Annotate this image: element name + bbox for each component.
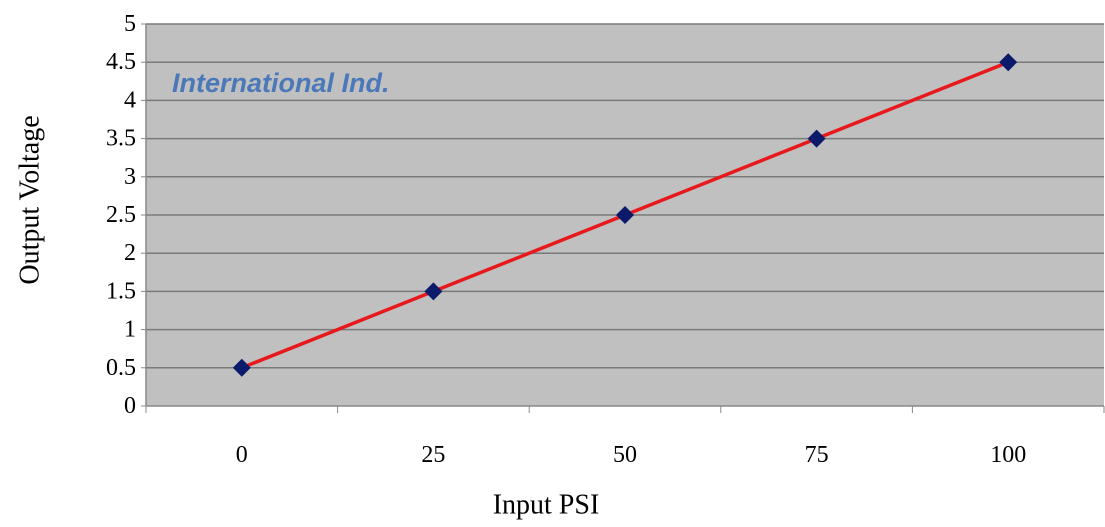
data-point-marker — [616, 206, 634, 224]
data-point-marker — [232, 358, 251, 377]
y-tick-label: 2.5 — [106, 202, 136, 228]
y-tick-label: 0.5 — [106, 355, 136, 381]
x-axis-title: Input PSI — [493, 490, 600, 521]
x-tick-label: 0 — [236, 442, 248, 468]
y-tick-label: 2 — [124, 240, 136, 266]
y-tick-label: 1.5 — [106, 278, 136, 304]
y-tick-label: 4.5 — [106, 49, 136, 75]
y-tick-label: 1 — [124, 317, 136, 343]
y-tick-label: 3.5 — [106, 126, 136, 152]
x-tick-label: 100 — [990, 442, 1026, 468]
y-axis-title: Output Voltage — [15, 115, 46, 284]
watermark-label: International Ind. — [172, 68, 390, 98]
x-tick-label: 50 — [613, 442, 637, 468]
x-tick-label: 25 — [421, 442, 445, 468]
y-tick-label: 5 — [124, 11, 136, 37]
y-tick-labels: 0 0.5 1 1.5 2 2.5 3 3.5 4 4.5 5 — [106, 11, 136, 419]
series-layer — [232, 53, 1018, 377]
axes — [145, 24, 1105, 413]
y-tick-label: 4 — [124, 87, 136, 113]
x-tick-labels: 0 25 50 75 100 — [236, 442, 1026, 468]
x-tick-label: 75 — [805, 442, 829, 468]
y-tick-label: 3 — [124, 164, 136, 190]
data-point-marker — [424, 282, 443, 301]
data-point-marker — [807, 129, 826, 148]
y-tick-label: 0 — [124, 393, 136, 419]
data-point-marker — [999, 53, 1018, 72]
